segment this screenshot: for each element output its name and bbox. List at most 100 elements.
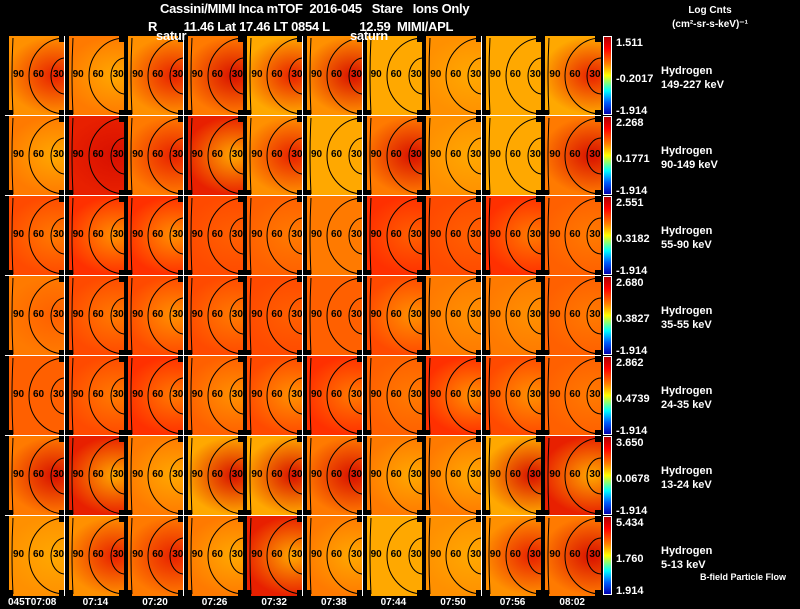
angle-label-30: 30	[351, 149, 363, 160]
angle-label-30: 30	[410, 69, 422, 80]
image-panel: 90 60 30	[303, 116, 363, 196]
angle-label-60: 60	[33, 549, 45, 560]
energy-range: 24-35 keV	[661, 399, 712, 411]
angle-label-60: 60	[271, 549, 283, 560]
energy-range: 13-24 keV	[661, 479, 712, 491]
colorbar-mid-label: 0.3182	[616, 233, 650, 245]
angle-label-90: 90	[549, 69, 561, 80]
energy-range: 35-55 keV	[661, 319, 712, 331]
contour-overlay	[5, 356, 64, 435]
angle-label-90: 90	[191, 389, 203, 400]
time-tick-label: 07:50	[440, 597, 466, 608]
angle-label-60: 60	[569, 549, 581, 560]
image-panel: 90 60 30	[243, 436, 304, 516]
contour-overlay	[243, 196, 303, 275]
angle-label-90: 90	[489, 309, 501, 320]
angle-label-30: 30	[470, 149, 482, 160]
image-panel: 90 60 30	[5, 36, 65, 116]
image-panel: 90 60 30	[183, 36, 244, 116]
angle-label-90: 90	[549, 549, 561, 560]
angle-label-30: 30	[172, 309, 184, 320]
angle-label-90: 90	[191, 69, 203, 80]
angle-label-90: 90	[370, 549, 382, 560]
angle-label-60: 60	[271, 389, 283, 400]
contour-overlay	[124, 436, 184, 515]
time-tick-label: 045T07:08	[8, 597, 57, 608]
angle-label-90: 90	[13, 149, 25, 160]
angle-label-30: 30	[589, 469, 601, 480]
angle-label-30: 30	[351, 69, 363, 80]
image-panel: 90 60 30	[541, 436, 602, 516]
angle-label-90: 90	[430, 469, 442, 480]
angle-label-60: 60	[271, 149, 283, 160]
angle-label-90: 90	[132, 549, 144, 560]
angle-label-60: 60	[450, 229, 462, 240]
contour-overlay	[481, 196, 541, 275]
contour-overlay	[303, 276, 362, 355]
time-tick-label: 07:38	[321, 597, 347, 608]
image-panel: 90 60 30	[64, 516, 125, 596]
contour-overlay	[481, 116, 541, 195]
time-tick-label: 07:56	[499, 597, 526, 608]
contour-overlay	[362, 196, 422, 275]
species-name: Hydrogen	[661, 305, 713, 317]
angle-label-90: 90	[370, 309, 382, 320]
colorbar-mid-label: 0.4739	[616, 393, 650, 405]
colorbar	[603, 36, 612, 115]
image-panel: 90 60 30	[5, 436, 65, 516]
angle-label-60: 60	[211, 149, 223, 160]
angle-label-90: 90	[489, 549, 501, 560]
image-panel: 90 60 30	[481, 516, 542, 596]
colorbar-max-label: 2.680	[616, 277, 644, 289]
contour-overlay	[183, 36, 243, 115]
angle-label-30: 30	[351, 469, 363, 480]
angle-label-30: 30	[53, 389, 65, 400]
angle-label-60: 60	[509, 549, 521, 560]
species-energy-label: Hydrogen 24-35 keV	[661, 384, 712, 412]
energy-range: 149-227 keV	[661, 79, 724, 91]
angle-label-60: 60	[331, 389, 343, 400]
image-panel: 90 60 30	[541, 196, 602, 276]
image-panel: 90 60 30	[303, 356, 363, 436]
image-panel: 90 60 30	[124, 36, 185, 116]
angle-label-30: 30	[112, 309, 124, 320]
angle-label-90: 90	[132, 309, 144, 320]
species-name: Hydrogen	[661, 225, 713, 237]
angle-label-60: 60	[211, 549, 223, 560]
time-tick-label: 07:14	[82, 597, 109, 608]
angle-label-90: 90	[430, 549, 442, 560]
contour-overlay	[243, 276, 303, 355]
angle-label-90: 90	[132, 389, 144, 400]
image-panel: 90 60 30	[481, 356, 542, 436]
contour-overlay	[183, 356, 243, 435]
energy-range: 55-90 keV	[661, 239, 712, 251]
angle-label-30: 30	[351, 549, 363, 560]
angle-label-90: 90	[72, 149, 84, 160]
angle-label-90: 90	[370, 229, 382, 240]
contour-overlay	[64, 276, 124, 355]
image-panel: 90 60 30	[481, 276, 542, 356]
image-panel: 90 60 30	[422, 516, 483, 596]
angle-label-30: 30	[112, 69, 124, 80]
angle-label-30: 30	[172, 229, 184, 240]
colorbar-min-label: -1.914	[616, 185, 648, 197]
angle-label-30: 30	[589, 389, 601, 400]
angle-label-30: 30	[53, 549, 65, 560]
angle-label-60: 60	[152, 469, 164, 480]
angle-label-30: 30	[291, 549, 303, 560]
image-panel: 90 60 30	[481, 196, 542, 276]
angle-label-90: 90	[430, 309, 442, 320]
angle-label-60: 60	[33, 149, 45, 160]
image-panel: 90 60 30	[183, 116, 244, 196]
angle-label-30: 30	[112, 389, 124, 400]
colorbar-mid-label: -0.2017	[616, 73, 654, 85]
colorbar-max-label: 3.650	[616, 437, 644, 449]
angle-label-90: 90	[191, 229, 203, 240]
angle-label-90: 90	[191, 549, 203, 560]
angle-label-90: 90	[13, 389, 25, 400]
angle-label-90: 90	[370, 69, 382, 80]
angle-label-90: 90	[251, 389, 263, 400]
angle-label-30: 30	[470, 469, 482, 480]
angle-label-30: 30	[231, 229, 243, 240]
image-panel: 90 60 30	[541, 276, 602, 356]
